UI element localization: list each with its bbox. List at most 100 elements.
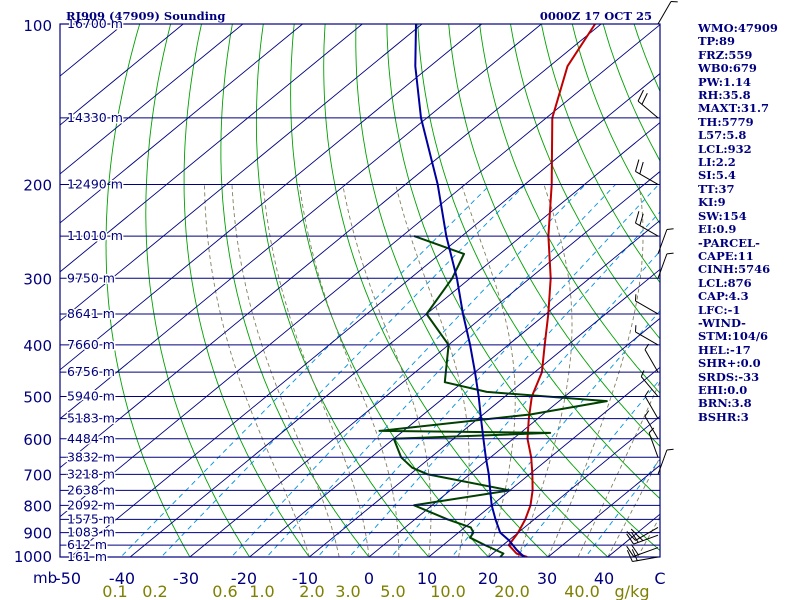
height-label: 11010 m	[67, 228, 123, 243]
mixing-ratio-tick-label: 2.0	[299, 582, 324, 600]
dry-adiabat	[323, 24, 549, 557]
wind-barb-flag	[635, 211, 640, 224]
dry-adiabat	[448, 24, 660, 447]
pressure-tick-label: 800	[23, 497, 52, 515]
wind-barb-staff	[635, 526, 659, 541]
isotherm	[249, 219, 660, 557]
index-item: STM:104/6	[698, 329, 769, 344]
index-item: SI:5.4	[698, 168, 736, 183]
moist-adiabat	[637, 515, 660, 557]
dry-adiabat	[290, 24, 490, 557]
height-label: 2092 m	[67, 497, 115, 512]
wind-barb-flag	[626, 533, 634, 545]
isotherm	[60, 24, 303, 224]
wind-barb-flag	[637, 89, 644, 102]
mixing-ratio-line	[230, 184, 586, 557]
wind-barbs	[626, 0, 678, 563]
moist-adiabat	[342, 184, 432, 557]
dry-adiabat	[510, 24, 660, 340]
wind-barb-staff	[657, 449, 668, 475]
moist-adiabat	[577, 380, 660, 557]
wind-barb	[635, 159, 659, 185]
index-item: TT:37	[698, 181, 735, 196]
isotherm	[60, 24, 363, 273]
temperature-tick-label: 20	[478, 569, 498, 588]
wind-barb-staff	[633, 547, 659, 557]
temperature-tick-label: -10	[292, 569, 318, 588]
dry-adiabat	[417, 24, 660, 500]
isotherm	[547, 464, 660, 557]
height-label: 5940 m	[67, 389, 115, 404]
mixing-ratio-tick-label: 0.1	[102, 582, 127, 600]
index-item: -PARCEL-	[698, 235, 760, 250]
mixing-ratio-tick-label: 0.6	[212, 582, 237, 600]
wind-barb-staff	[644, 415, 659, 440]
dry-adiabat	[183, 24, 310, 557]
wind-barb	[644, 343, 659, 373]
isotherm	[428, 366, 660, 557]
temperature-tick-label: -30	[173, 569, 199, 588]
height-label: 8641 m	[67, 306, 115, 321]
dry-adiabat	[220, 24, 370, 557]
index-item: RH:35.8	[698, 88, 751, 103]
index-item: TH:5779	[698, 114, 754, 129]
wind-barb	[626, 526, 659, 541]
wind-barb-flag	[626, 545, 634, 557]
wind-barb-flag	[639, 213, 644, 226]
dry-adiabat	[255, 24, 430, 557]
chart-datetime: 0000Z 17 OCT 25	[540, 9, 652, 23]
wind-barb-staff	[640, 376, 659, 397]
mixing-ratio-tick-label: 5.0	[380, 582, 405, 600]
isotherm	[129, 121, 660, 557]
wind-barb-flag	[635, 159, 640, 172]
isotherms	[60, 24, 660, 557]
pressure-tick-label: 600	[23, 431, 52, 449]
wind-barb-staff	[635, 300, 659, 315]
wind-barb-flag	[630, 528, 641, 539]
index-item: SRDS:-33	[698, 369, 760, 384]
index-item: TP:89	[698, 34, 736, 49]
index-item: LCL:876	[698, 275, 752, 290]
moist-adiabat	[607, 456, 660, 557]
temperature-tick-label: 0	[364, 569, 374, 588]
dry-adiabat	[479, 24, 660, 394]
index-item: HEL:-17	[698, 342, 751, 357]
mixing-ratio-unit-label: g/kg	[615, 582, 650, 600]
wind-barb	[644, 410, 659, 440]
wind-barb-half-flag	[644, 410, 650, 417]
mixing-ratio-tick-label: 10.0	[430, 582, 466, 600]
wind-barb-flag	[626, 550, 633, 562]
isotherm	[60, 24, 542, 420]
wind-barb-staff	[657, 1, 672, 25]
dewpoint-line	[378, 235, 608, 557]
index-item: FRZ:559	[698, 47, 753, 62]
wind-barb-flag	[630, 531, 639, 543]
height-label: 4484 m	[67, 431, 115, 446]
sounding-curves	[378, 24, 608, 557]
wind-barb-flag	[626, 531, 636, 541]
mixing-ratio-line	[390, 250, 660, 557]
pressure-tick-label: 900	[23, 525, 52, 543]
index-item: -WIND-	[698, 315, 746, 330]
wind-barb-half-flag	[644, 390, 650, 397]
wind-barb	[657, 448, 674, 475]
wind-barb-staff	[657, 253, 668, 279]
isotherm	[309, 268, 660, 557]
mixing-ratio-line	[451, 310, 660, 557]
index-item: LI:2.2	[698, 155, 736, 170]
mixing-ratio-tick-label: 0.2	[142, 582, 167, 600]
indices-panel: WMO:47909 TP:89 FRZ:559 WB0:679 PW:1.14 RH:35…	[698, 21, 798, 424]
wind-barb-flag	[631, 549, 638, 561]
index-item: CINH:5746	[698, 262, 771, 277]
wind-barb-staff	[635, 331, 659, 346]
temperature-tick-label: 40	[594, 569, 614, 588]
mixing-ratio-tick-label: 40.0	[564, 582, 600, 600]
wind-barb	[657, 252, 674, 279]
wind-barb-flag	[641, 93, 648, 105]
index-item: SHR+:0.0	[698, 356, 761, 371]
temperature-tick-label: -50	[55, 569, 81, 588]
isotherm	[60, 24, 482, 371]
pressure-tick-label: 100	[23, 17, 52, 35]
wind-barb	[657, 0, 678, 25]
